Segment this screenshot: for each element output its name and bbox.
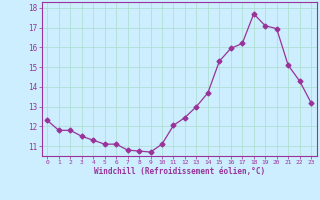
X-axis label: Windchill (Refroidissement éolien,°C): Windchill (Refroidissement éolien,°C) xyxy=(94,167,265,176)
